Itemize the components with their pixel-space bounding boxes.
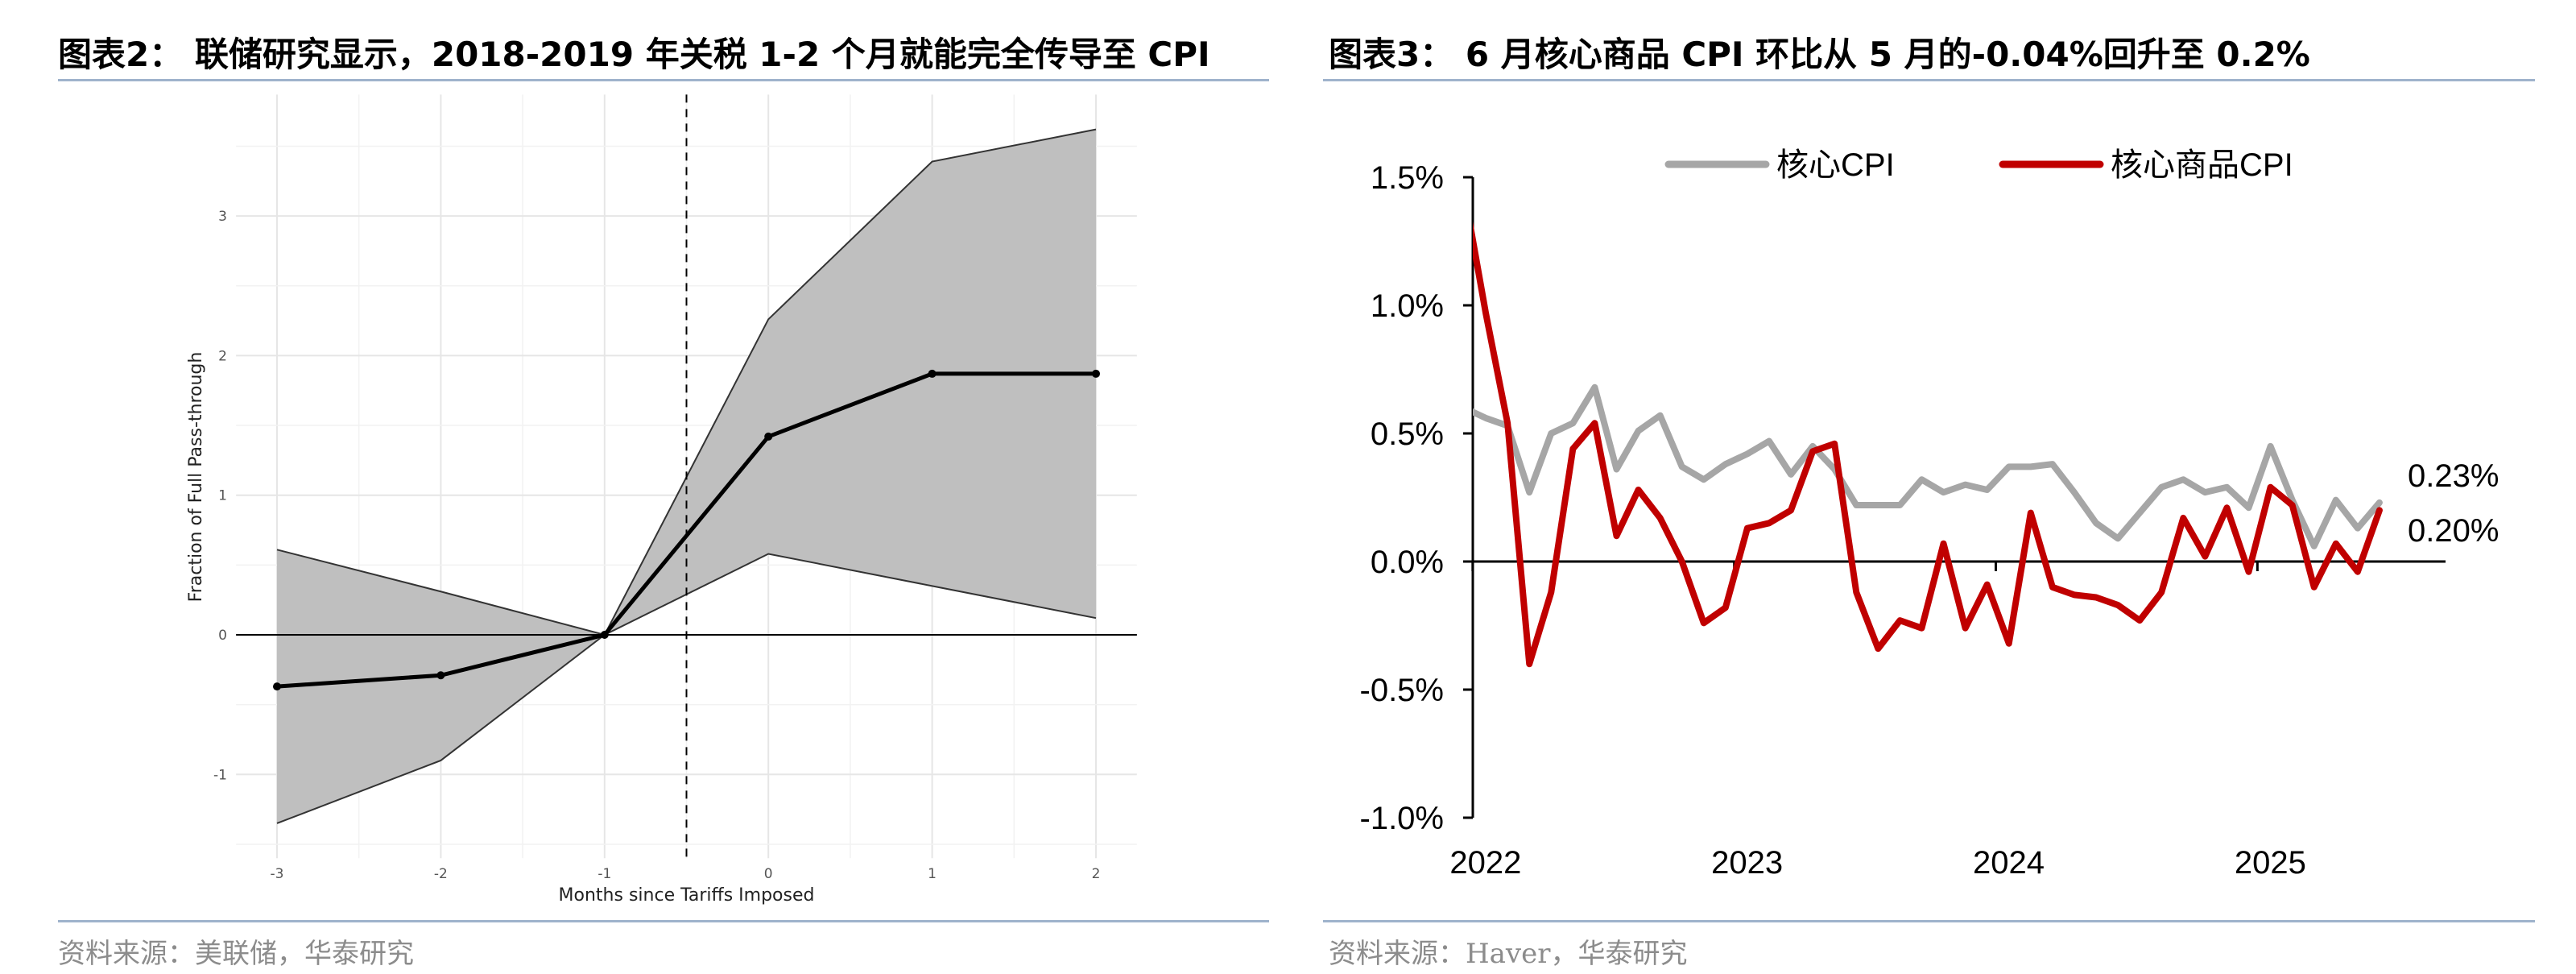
y-tick-label: 1.0% bbox=[1371, 288, 1444, 324]
x-tick-label: 1 bbox=[928, 866, 937, 882]
left-title-rule bbox=[58, 79, 1269, 81]
y-tick-label: 0.5% bbox=[1371, 417, 1444, 452]
core-cpi-line bbox=[1473, 383, 2383, 549]
right-chart-title: 图表3： 6 月核心商品 CPI 环比从 5 月的-0.04%回升至 0.2% bbox=[1329, 35, 2310, 74]
y-tick-label: 0 bbox=[218, 628, 227, 644]
legend-label: 核心CPI bbox=[1776, 147, 1895, 183]
y-tick-label: -1.0% bbox=[1360, 801, 1445, 836]
y-tick-label: 1.5% bbox=[1371, 160, 1444, 196]
estimate-line bbox=[276, 371, 1096, 689]
estimate-point bbox=[273, 682, 281, 691]
estimate-point bbox=[928, 369, 937, 378]
estimate-point bbox=[1092, 369, 1100, 378]
core-cpi-end-label: 0.23% bbox=[2408, 458, 2499, 494]
left-source: 资料来源：美联储，华泰研究 bbox=[58, 938, 414, 970]
confidence-band bbox=[277, 129, 1096, 823]
estimate-point bbox=[764, 432, 773, 441]
y-tick-label: 2 bbox=[218, 348, 227, 364]
right-source: 资料来源：Haver，华泰研究 bbox=[1329, 938, 1688, 970]
y-tick-label: -0.5% bbox=[1360, 673, 1445, 708]
y-tick-label: 0.0% bbox=[1371, 545, 1444, 580]
x-tick-label: 2 bbox=[1092, 866, 1101, 882]
x-tick-label: 2024 bbox=[1973, 845, 2045, 881]
right-chart: -1.0% -0.5% 0.0% 0.5% 1.0% 1.5% 2022 2023 2024 20… bbox=[1360, 147, 2500, 881]
y-tick-label: 1 bbox=[218, 488, 227, 504]
left-source-rule bbox=[58, 920, 1269, 922]
estimate-point bbox=[436, 671, 445, 680]
series-group bbox=[1473, 222, 2383, 668]
x-tick-label: 2025 bbox=[2235, 845, 2306, 881]
estimate-point bbox=[600, 631, 609, 639]
right-source-rule bbox=[1323, 920, 2535, 922]
x-tick-label: -3 bbox=[271, 866, 284, 882]
y-tick-label: -1 bbox=[213, 767, 227, 783]
x-tick-label: 2022 bbox=[1449, 845, 1521, 881]
legend-label: 核心商品CPI bbox=[2111, 147, 2293, 183]
x-tick-label: -2 bbox=[434, 866, 448, 882]
x-tick-label: -1 bbox=[597, 866, 611, 882]
core-goods-cpi-line bbox=[1473, 222, 2383, 668]
left-chart-title: 图表2： 联储研究显示，2018-2019 年关税 1-2 个月就能完全传导至 … bbox=[58, 35, 1210, 74]
x-axis-title: Months since Tariffs Imposed bbox=[559, 885, 815, 906]
y-axis-title: Fraction of Full Pass-through bbox=[186, 352, 206, 603]
x-tick-label: 2023 bbox=[1711, 845, 1783, 881]
core-goods-end-label: 0.20% bbox=[2408, 513, 2499, 549]
left-chart: -3 -2 -1 0 1 2 -1 0 1 2 3 Months since Tariffs Impo… bbox=[186, 94, 1137, 906]
right-title-rule bbox=[1323, 79, 2535, 81]
y-tick-label: 3 bbox=[218, 209, 227, 225]
x-tick-label: 0 bbox=[764, 866, 773, 882]
